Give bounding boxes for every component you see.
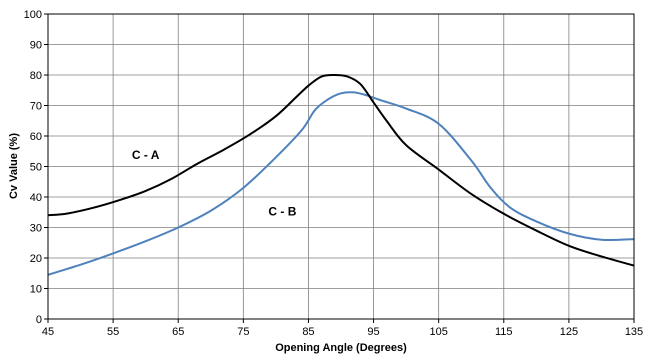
x-tick-label: 115: [495, 326, 513, 338]
series-annotation: C - A: [132, 148, 160, 162]
x-tick-label: 105: [429, 326, 447, 338]
series-lines: [47, 73, 635, 276]
y-tick-label: 90: [30, 40, 42, 52]
x-tick-label: 125: [560, 326, 578, 338]
y-tick-label: 80: [30, 70, 42, 82]
y-axis-ticks: 0 10 20 30 40 50 60 70 80 90 100: [24, 9, 48, 326]
y-tick-label: 60: [30, 131, 42, 143]
x-tick-label: 95: [367, 326, 379, 338]
x-axis-ticks: 45 55 65 75 85 95 105 115 125 135: [42, 319, 643, 338]
y-tick-label: 0: [36, 314, 42, 326]
series-line-c-b: [47, 91, 635, 276]
y-tick-label: 40: [30, 192, 42, 204]
x-tick-label: 135: [625, 326, 643, 338]
x-tick-label: 75: [237, 326, 249, 338]
y-tick-label: 50: [30, 162, 42, 174]
y-tick-label: 10: [30, 284, 42, 296]
x-tick-label: 65: [172, 326, 184, 338]
x-tick-label: 45: [42, 326, 54, 338]
y-tick-label: 30: [30, 223, 42, 235]
x-tick-label: 85: [302, 326, 314, 338]
y-tick-label: 20: [30, 253, 42, 265]
y-axis-title: Cv Value (%): [8, 133, 20, 199]
y-tick-label: 100: [24, 9, 42, 21]
x-tick-label: 55: [107, 326, 119, 338]
y-tick-label: 70: [30, 101, 42, 113]
x-axis-title: Opening Angle (Degrees): [275, 342, 407, 354]
grid: [47, 13, 635, 320]
series-line-c-a: [47, 73, 635, 267]
series-annotations: C - A C - B: [132, 148, 297, 218]
series-annotation: C - B: [268, 204, 296, 218]
